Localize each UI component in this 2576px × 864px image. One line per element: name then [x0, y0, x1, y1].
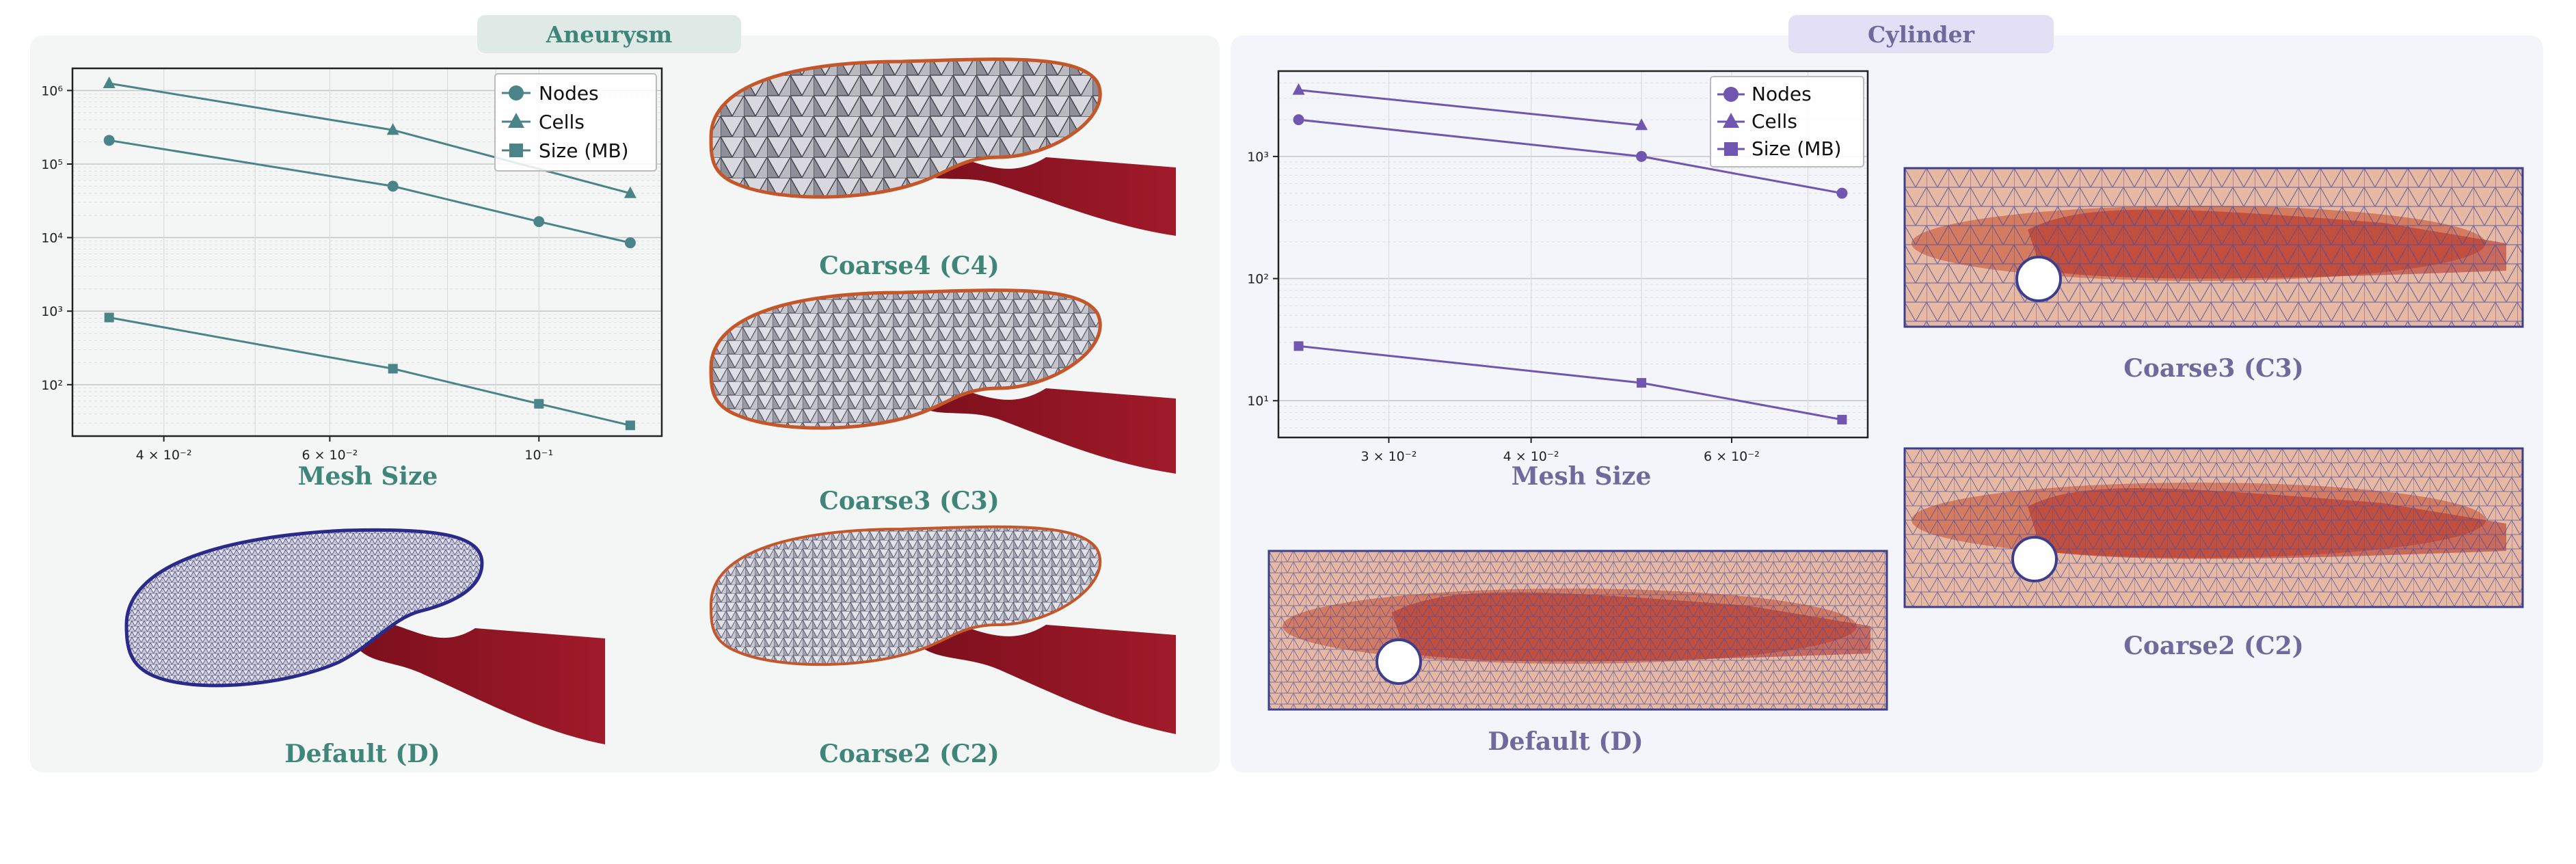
cylinder-obstacle: [1376, 638, 1422, 685]
aneurysm-default-render: [124, 528, 605, 744]
aneurysm-chart-caption: Mesh Size: [297, 462, 438, 491]
cylinder-c2-render: [1903, 447, 2524, 608]
cylinder-chart-caption: Mesh Size: [1511, 462, 1652, 491]
aneurysm-c2-caption: Coarse2 (C2): [819, 740, 999, 768]
cylinder-c3-render: [1903, 167, 2524, 328]
cylinder-title: Cylinder: [1788, 15, 2054, 53]
cylinder-c2-caption: Coarse2 (C2): [2123, 632, 2304, 660]
cylinder-obstacle: [2015, 256, 2062, 302]
cylinder-obstacle: [2011, 536, 2058, 582]
cylinder-default-caption: Default (D): [1488, 727, 1643, 756]
aneurysm-c3-render: [709, 288, 1176, 474]
cylinder-c3-caption: Coarse3 (C3): [2123, 354, 2304, 383]
aneurysm-default-caption: Default (D): [284, 740, 440, 768]
cylinder-default-render: [1267, 550, 1888, 711]
aneurysm-c2-render: [709, 525, 1176, 734]
aneurysm-title: Aneurysm: [477, 15, 741, 53]
aneurysm-c4-caption: Coarse4 (C4): [819, 252, 999, 280]
aneurysm-c4-render: [709, 57, 1176, 236]
aneurysm-c3-caption: Coarse3 (C3): [819, 487, 999, 515]
